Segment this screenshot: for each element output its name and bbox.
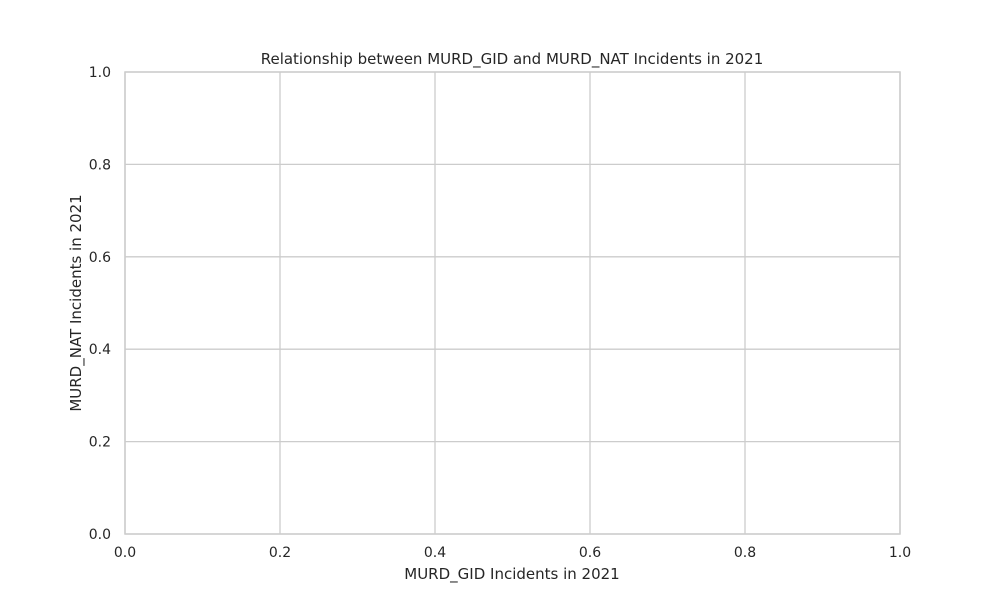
y-tick-label: 1.0 xyxy=(89,65,111,81)
y-tick-label: 0.4 xyxy=(89,342,111,358)
x-tick-label: 0.0 xyxy=(114,545,136,561)
x-tick-label: 1.0 xyxy=(889,545,911,561)
y-tick-label: 0.0 xyxy=(89,527,111,543)
y-tick-label: 0.2 xyxy=(89,435,111,451)
x-tick-label: 0.8 xyxy=(734,545,756,561)
x-tick-label: 0.6 xyxy=(579,545,601,561)
x-tick-labels: 0.0 0.2 0.4 0.6 0.8 1.0 xyxy=(114,545,911,561)
chart-title: Relationship between MURD_GID and MURD_N… xyxy=(261,50,764,69)
y-axis-label: MURD_NAT Incidents in 2021 xyxy=(67,194,86,411)
x-axis-label: MURD_GID Incidents in 2021 xyxy=(404,565,619,584)
x-tick-label: 0.2 xyxy=(269,545,291,561)
y-tick-labels: 0.0 0.2 0.4 0.6 0.8 1.0 xyxy=(89,65,111,543)
x-tick-label: 0.4 xyxy=(424,545,446,561)
grid xyxy=(124,71,901,535)
y-tick-label: 0.8 xyxy=(89,157,111,173)
plot-area-frame xyxy=(124,71,901,535)
y-tick-label: 0.6 xyxy=(89,250,111,266)
